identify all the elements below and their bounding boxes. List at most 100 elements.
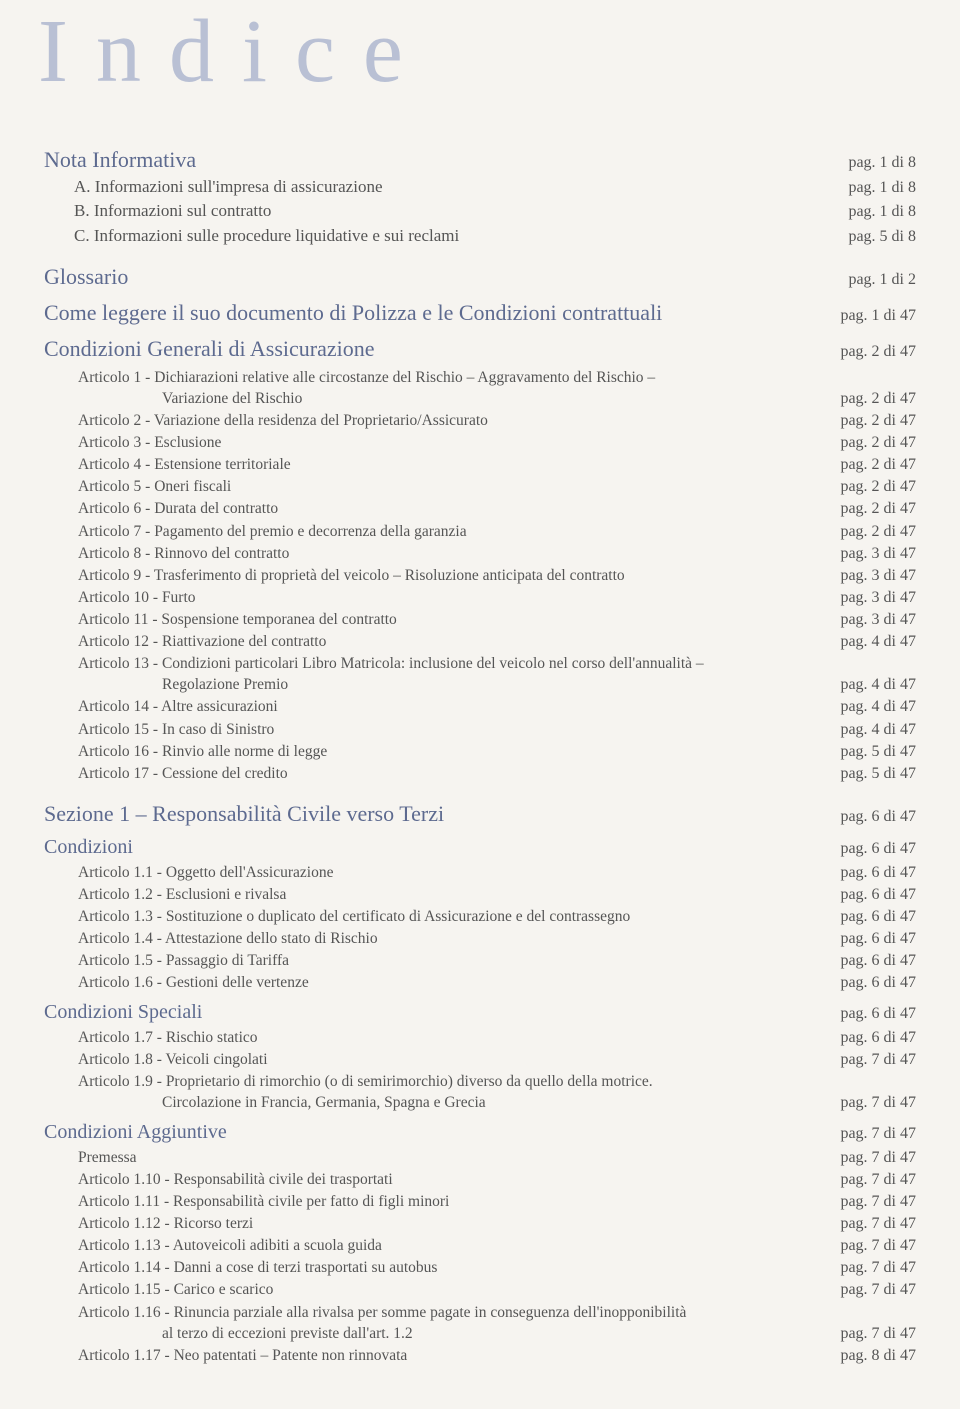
toc-page: pag. 2 di 47 — [826, 410, 916, 432]
toc-page: pag. 3 di 47 — [826, 587, 916, 609]
toc-label: Articolo 17 - Cessione del credito — [44, 763, 288, 784]
toc-label: C. Informazioni sulle procedure liquidat… — [44, 224, 459, 247]
toc-page: pag. 3 di 47 — [826, 609, 916, 631]
toc-label: Articolo 5 - Oneri fiscali — [44, 476, 231, 497]
toc-row: Articolo 11 - Sospensione temporanea del… — [44, 609, 916, 631]
toc-row: Articolo 1.4 - Attestazione dello stato … — [44, 928, 916, 950]
toc-content: Nota Informativapag. 1 di 8A. Informazio… — [44, 139, 916, 1367]
toc-label: Condizioni — [44, 834, 133, 862]
toc-page: pag. 7 di 47 — [826, 1279, 916, 1301]
toc-row: Articolo 1.7 - Rischio statico pag. 6 di … — [44, 1027, 916, 1049]
toc-label: Articolo 1 - Dichiarazioni relative alle… — [44, 367, 655, 388]
toc-page: pag. 2 di 47 — [826, 498, 916, 520]
toc-label: Glossario — [44, 262, 128, 292]
toc-page: pag. 2 di 47 — [826, 454, 916, 476]
toc-row: Sezione 1 – Responsabilità Civile verso … — [44, 793, 916, 829]
toc-page: pag. 2 di 47 — [826, 341, 916, 363]
toc-row: Articolo 10 - Furtopag. 3 di 47 — [44, 587, 916, 609]
toc-page: pag. 2 di 47 — [826, 432, 916, 454]
toc-label: Articolo 1.2 - Esclusioni e rivalsa — [44, 884, 286, 905]
toc-label: A. Informazioni sull'impresa di assicura… — [44, 175, 383, 198]
toc-label: Articolo 1.8 - Veicoli cingolati — [44, 1049, 268, 1070]
toc-page: pag. 4 di 47 — [826, 719, 916, 741]
toc-page: pag. 1 di 8 — [834, 152, 916, 174]
toc-page: pag. 1 di 8 — [834, 201, 916, 223]
toc-row: Articolo 8 - Rinnovo del contratto pag. 3… — [44, 543, 916, 565]
toc-row: Articolo 7 - Pagamento del premio e deco… — [44, 521, 916, 543]
toc-page: pag. 7 di 47 — [826, 1049, 916, 1071]
toc-page: pag. 6 di 47 — [826, 884, 916, 906]
toc-label: Condizioni Speciali — [44, 999, 202, 1027]
toc-row: Articolo 17 - Cessione del creditopag. 5… — [44, 763, 916, 785]
toc-page: pag. 2 di 47 — [826, 521, 916, 543]
toc-row: Articolo 2 - Variazione della residenza … — [44, 410, 916, 432]
toc-label: Articolo 11 - Sospensione temporanea del… — [44, 609, 397, 630]
toc-row: Articolo 1.10 - Responsabilità civile de… — [44, 1169, 916, 1191]
toc-label: Articolo 1.4 - Attestazione dello stato … — [44, 928, 378, 949]
toc-page: pag. 4 di 47 — [826, 674, 916, 696]
toc-label: Articolo 1.9 - Proprietario di rimorchio… — [44, 1071, 653, 1092]
toc-page: pag. 3 di 47 — [826, 543, 916, 565]
toc-label: Condizioni Aggiuntive — [44, 1119, 227, 1147]
toc-label: Articolo 8 - Rinnovo del contratto — [44, 543, 289, 564]
toc-label: Articolo 14 - Altre assicurazioni — [44, 696, 278, 717]
toc-row: Articolo 1.1 - Oggetto dell'Assicurazion… — [44, 862, 916, 884]
toc-label: Articolo 1.11 - Responsabilità civile pe… — [44, 1191, 449, 1212]
toc-row: Condizioni Generali di Assicurazione pag.… — [44, 328, 916, 364]
toc-page: pag. 5 di 47 — [826, 741, 916, 763]
toc-row: B. Informazioni sul contrattopag. 1 di 8 — [44, 199, 916, 223]
toc-row: Articolo 15 - In caso di Sinistro pag. 4 … — [44, 719, 916, 741]
toc-page: pag. 7 di 47 — [826, 1257, 916, 1279]
toc-label: Articolo 1.7 - Rischio statico — [44, 1027, 258, 1048]
toc-label: Articolo 13 - Condizioni particolari Lib… — [44, 653, 704, 674]
toc-row: Premessapag. 7 di 47 — [44, 1147, 916, 1169]
toc-row: Circolazione in Francia, Germania, Spagn… — [44, 1092, 916, 1114]
toc-row: Glossario pag. 1 di 2 — [44, 256, 916, 292]
toc-row: Articolo 5 - Oneri fiscali pag. 2 di 47 — [44, 476, 916, 498]
toc-label: Articolo 1.16 - Rinuncia parziale alla r… — [44, 1302, 686, 1323]
toc-label: Regolazione Premio — [44, 674, 288, 695]
toc-page: pag. 6 di 47 — [826, 1027, 916, 1049]
toc-label: Premessa — [44, 1147, 137, 1168]
toc-row: Variazione del Rischio pag. 2 di 47 — [44, 388, 916, 410]
toc-page: pag. 6 di 47 — [826, 950, 916, 972]
toc-page: pag. 1 di 2 — [834, 269, 916, 291]
toc-row: Articolo 1 - Dichiarazioni relative alle… — [44, 367, 916, 388]
toc-page: pag. 8 di 47 — [826, 1345, 916, 1367]
toc-label: Articolo 12 - Riattivazione del contratt… — [44, 631, 326, 652]
toc-row: Articolo 1.6 - Gestioni delle vertenzepa… — [44, 972, 916, 994]
toc-label: Articolo 2 - Variazione della residenza … — [44, 410, 488, 431]
toc-page: pag. 7 di 47 — [826, 1323, 916, 1345]
toc-page: pag. 4 di 47 — [826, 631, 916, 653]
toc-page: pag. 2 di 47 — [826, 476, 916, 498]
toc-page: pag. 7 di 47 — [826, 1092, 916, 1114]
toc-row: Articolo 1.16 - Rinuncia parziale alla r… — [44, 1302, 916, 1323]
toc-page: pag. 6 di 47 — [826, 806, 916, 828]
toc-label: Condizioni Generali di Assicurazione — [44, 334, 375, 364]
toc-row: Nota Informativapag. 1 di 8 — [44, 139, 916, 175]
toc-label: Articolo 1.1 - Oggetto dell'Assicurazion… — [44, 862, 333, 883]
toc-label: Articolo 16 - Rinvio alle norme di legge — [44, 741, 327, 762]
toc-row: Articolo 1.12 - Ricorso terzipag. 7 di 4… — [44, 1213, 916, 1235]
toc-label: Articolo 1.6 - Gestioni delle vertenze — [44, 972, 309, 993]
toc-label: Articolo 15 - In caso di Sinistro — [44, 719, 274, 740]
toc-label: Variazione del Rischio — [44, 388, 302, 409]
toc-page: pag. 2 di 47 — [826, 388, 916, 410]
toc-page: pag. 3 di 47 — [826, 565, 916, 587]
toc-row: Come leggere il suo documento di Polizza… — [44, 292, 916, 328]
toc-page: pag. 7 di 47 — [826, 1191, 916, 1213]
toc-label: Articolo 6 - Durata del contratto — [44, 498, 278, 519]
toc-row: Articolo 4 - Estensione territorialepag.… — [44, 454, 916, 476]
toc-page: pag. 6 di 47 — [826, 906, 916, 928]
toc-label: al terzo di eccezioni previste dall'art.… — [44, 1323, 413, 1344]
toc-row: Articolo 1.15 - Carico e scaricopag. 7 d… — [44, 1279, 916, 1301]
toc-label: Articolo 1.13 - Autoveicoli adibiti a sc… — [44, 1235, 382, 1256]
toc-row: Articolo 1.11 - Responsabilità civile pe… — [44, 1191, 916, 1213]
toc-page: pag. 5 di 8 — [834, 226, 916, 248]
toc-row: Articolo 1.2 - Esclusioni e rivalsa pag. … — [44, 884, 916, 906]
toc-row: Articolo 1.17 - Neo patentati – Patente … — [44, 1345, 916, 1367]
toc-row: Articolo 16 - Rinvio alle norme di legge… — [44, 741, 916, 763]
toc-page: pag. 1 di 8 — [834, 177, 916, 199]
toc-row: Condizioni Specialipag. 6 di 47 — [44, 996, 916, 1027]
toc-label: Sezione 1 – Responsabilità Civile verso … — [44, 799, 444, 829]
